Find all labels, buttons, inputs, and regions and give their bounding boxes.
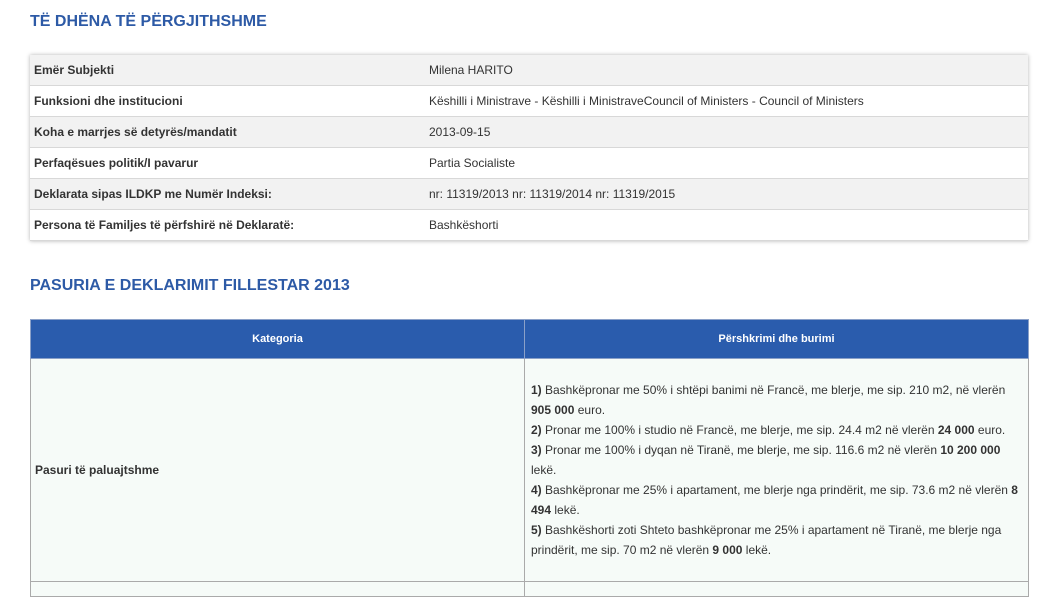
asset-item-text: lekë. — [742, 543, 772, 557]
asset-item-emphasis: 2) — [531, 423, 542, 437]
info-value: Partia Socialiste — [425, 147, 1028, 179]
asset-item-emphasis: 5) — [531, 523, 542, 537]
asset-description: 1) Bashkëpronar me 50% i shtëpi banimi n… — [524, 358, 1029, 582]
info-row: Persona të Familjes të përfshirë në Dekl… — [30, 209, 1028, 241]
info-row: Koha e marrjes së detyrës/mandatit 2013-0… — [30, 116, 1028, 148]
info-label: Emër Subjekti — [30, 55, 425, 86]
asset-item: 4) Bashkëpronar me 25% i apartament, me … — [531, 480, 1022, 520]
asset-item: 5) Bashkëshorti zoti Shteto bashkëpronar… — [531, 520, 1022, 560]
asset-item-emphasis: 3) — [531, 443, 542, 457]
info-label: Deklarata sipas ILDKP me Numër Indeksi: — [30, 178, 425, 210]
assets-header-row: Kategoria Përshkrimi dhe burimi — [30, 319, 1029, 359]
asset-item: 3) Pronar me 100% i dyqan në Tiranë, me … — [531, 440, 1022, 480]
asset-description — [524, 581, 1029, 597]
general-section-title: TË DHËNA TË PËRGJITHSHME — [30, 13, 267, 30]
info-row: Perfaqësues politik/I pavarur Partia Soci… — [30, 147, 1028, 179]
info-label: Persona të Familjes të përfshirë në Dekl… — [30, 209, 425, 241]
assets-section-title: PASURIA E DEKLARIMIT FILLESTAR 2013 — [30, 277, 350, 294]
asset-item-text: lekë. — [531, 463, 557, 477]
asset-item-text: Pronar me 100% i studio në Francë, me bl… — [541, 423, 938, 437]
asset-item-emphasis: 9 000 — [712, 543, 743, 557]
asset-category: Pasuri të paluajtshme — [30, 358, 525, 582]
info-row: Emër Subjekti Milena HARITO — [30, 55, 1028, 86]
general-info-table: Emër Subjekti Milena HARITO Funksioni dhe… — [30, 55, 1028, 241]
info-value: Këshilli i Ministrave - Këshilli i Minis… — [425, 85, 1028, 117]
asset-category — [30, 581, 525, 597]
asset-item-text: lekë. — [551, 503, 580, 517]
info-value: nr: 11319/2013 nr: 11319/2014 nr: 11319/… — [425, 178, 1028, 210]
header-category: Kategoria — [30, 319, 525, 359]
info-row: Deklarata sipas ILDKP me Numër Indeksi: n… — [30, 178, 1028, 210]
info-label: Koha e marrjes së detyrës/mandatit — [30, 116, 425, 148]
asset-item-emphasis: 905 000 — [531, 403, 575, 417]
info-label: Perfaqësues politik/I pavarur — [30, 147, 425, 179]
info-label: Funksioni dhe institucioni — [30, 85, 425, 117]
asset-item-text: euro. — [974, 423, 1006, 437]
asset-item: 2) Pronar me 100% i studio në Francë, me… — [531, 420, 1022, 440]
asset-item-text: euro. — [574, 403, 606, 417]
info-value: 2013-09-15 — [425, 116, 1028, 148]
asset-item-text: Pronar me 100% i dyqan në Tiranë, me ble… — [541, 443, 941, 457]
asset-item-emphasis: 1) — [531, 383, 542, 397]
table-row — [30, 581, 1029, 597]
asset-item-text: Bashkëshorti zoti Shteto bashkëpronar me… — [531, 523, 1002, 557]
assets-table: Kategoria Përshkrimi dhe burimi Pasuri t… — [30, 319, 1029, 597]
asset-item: 1) Bashkëpronar me 50% i shtëpi banimi n… — [531, 380, 1022, 420]
asset-item-emphasis: 4) — [531, 483, 542, 497]
table-row: Pasuri të paluajtshme 1) Bashkëpronar me… — [30, 358, 1029, 582]
info-value: Bashkëshorti — [425, 209, 1028, 241]
asset-item-emphasis: 10 200 000 — [940, 443, 1001, 457]
header-description: Përshkrimi dhe burimi — [524, 319, 1029, 359]
asset-item-emphasis: 8 494 — [531, 483, 1018, 517]
info-value: Milena HARITO — [425, 55, 1028, 86]
info-row: Funksioni dhe institucioni Këshilli i Min… — [30, 85, 1028, 117]
asset-item-text: Bashkëpronar me 50% i shtëpi banimi në F… — [541, 383, 1006, 397]
asset-item-text: Bashkëpronar me 25% i apartament, me ble… — [541, 483, 1012, 497]
asset-item-emphasis: 24 000 — [937, 423, 975, 437]
